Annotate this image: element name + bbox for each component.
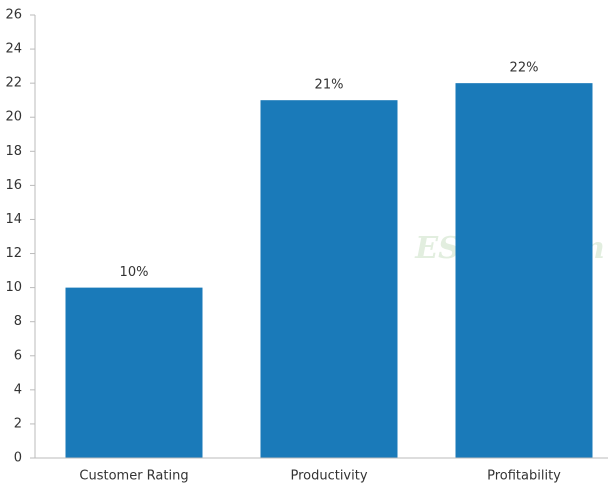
x-tick-label: Profitability: [487, 469, 561, 484]
y-tick-label: 24: [5, 42, 22, 57]
y-tick-label: 4: [14, 382, 22, 397]
y-tick-label: 2: [14, 416, 22, 431]
bar: [260, 100, 398, 458]
bar: [455, 83, 593, 459]
y-tick-label: 18: [5, 144, 22, 159]
y-tick-label: 14: [5, 212, 22, 227]
x-tick-label: Customer Rating: [79, 469, 188, 484]
x-tick-label: Productivity: [290, 469, 367, 484]
y-tick-label: 12: [5, 246, 22, 261]
y-tick-label: 0: [14, 451, 22, 466]
y-tick-label: 8: [14, 314, 22, 329]
data-label: 10%: [120, 265, 149, 280]
y-tick-label: 16: [5, 178, 22, 193]
data-label: 21%: [315, 78, 344, 93]
bar: [65, 287, 203, 458]
y-tick-label: 20: [5, 110, 22, 125]
y-tick-label: 26: [5, 8, 22, 23]
y-tick-label: 10: [5, 280, 22, 295]
y-tick-label: 6: [14, 348, 22, 363]
data-label: 22%: [510, 61, 539, 76]
y-tick-label: 22: [5, 76, 22, 91]
